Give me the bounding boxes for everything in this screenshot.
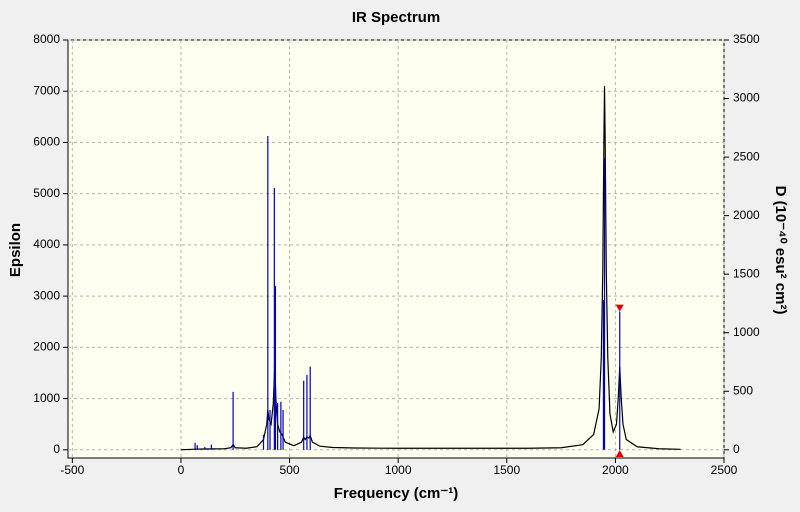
y2-tick-label: 1000 [733,325,760,339]
y2-tick-label: 500 [733,383,753,397]
x-axis-label: Frequency (cm⁻¹) [334,485,459,502]
y2-axis-label: D (10⁻⁴⁰ esu² cm²) [772,186,789,315]
y-axis-label: Epsilon [7,223,24,277]
chart-title: IR Spectrum [352,9,440,26]
y-tick-label: 7000 [33,83,60,97]
plot-area [67,39,725,459]
y-tick-label: 1000 [33,391,60,405]
y2-tick-label: 3500 [733,32,760,46]
y2-tick-label: 2500 [733,149,760,163]
x-tick-label: 1500 [493,463,520,477]
y-tick-label: 3000 [33,288,60,302]
y-tick-label: 4000 [33,237,60,251]
x-tick-label: -500 [60,463,84,477]
x-tick-label: 2500 [711,463,738,477]
y-tick-label: 8000 [33,32,60,46]
x-tick-label: 2000 [602,463,629,477]
selection-marker [615,450,624,457]
selection-marker [615,304,624,312]
x-tick-label: 500 [280,463,300,477]
y-tick-label: 5000 [33,186,60,200]
y2-tick-label: 0 [733,442,740,456]
spectrum-curve [180,86,681,451]
y2-tick-label: 2000 [733,208,760,222]
y-tick-label: 0 [53,442,60,456]
y-tick-label: 2000 [33,340,60,354]
y-tick-label: 6000 [33,135,60,149]
y2-tick-label: 1500 [733,266,760,280]
x-tick-label: 0 [178,463,185,477]
y2-tick-label: 3000 [733,91,760,105]
x-tick-label: 1000 [385,463,412,477]
